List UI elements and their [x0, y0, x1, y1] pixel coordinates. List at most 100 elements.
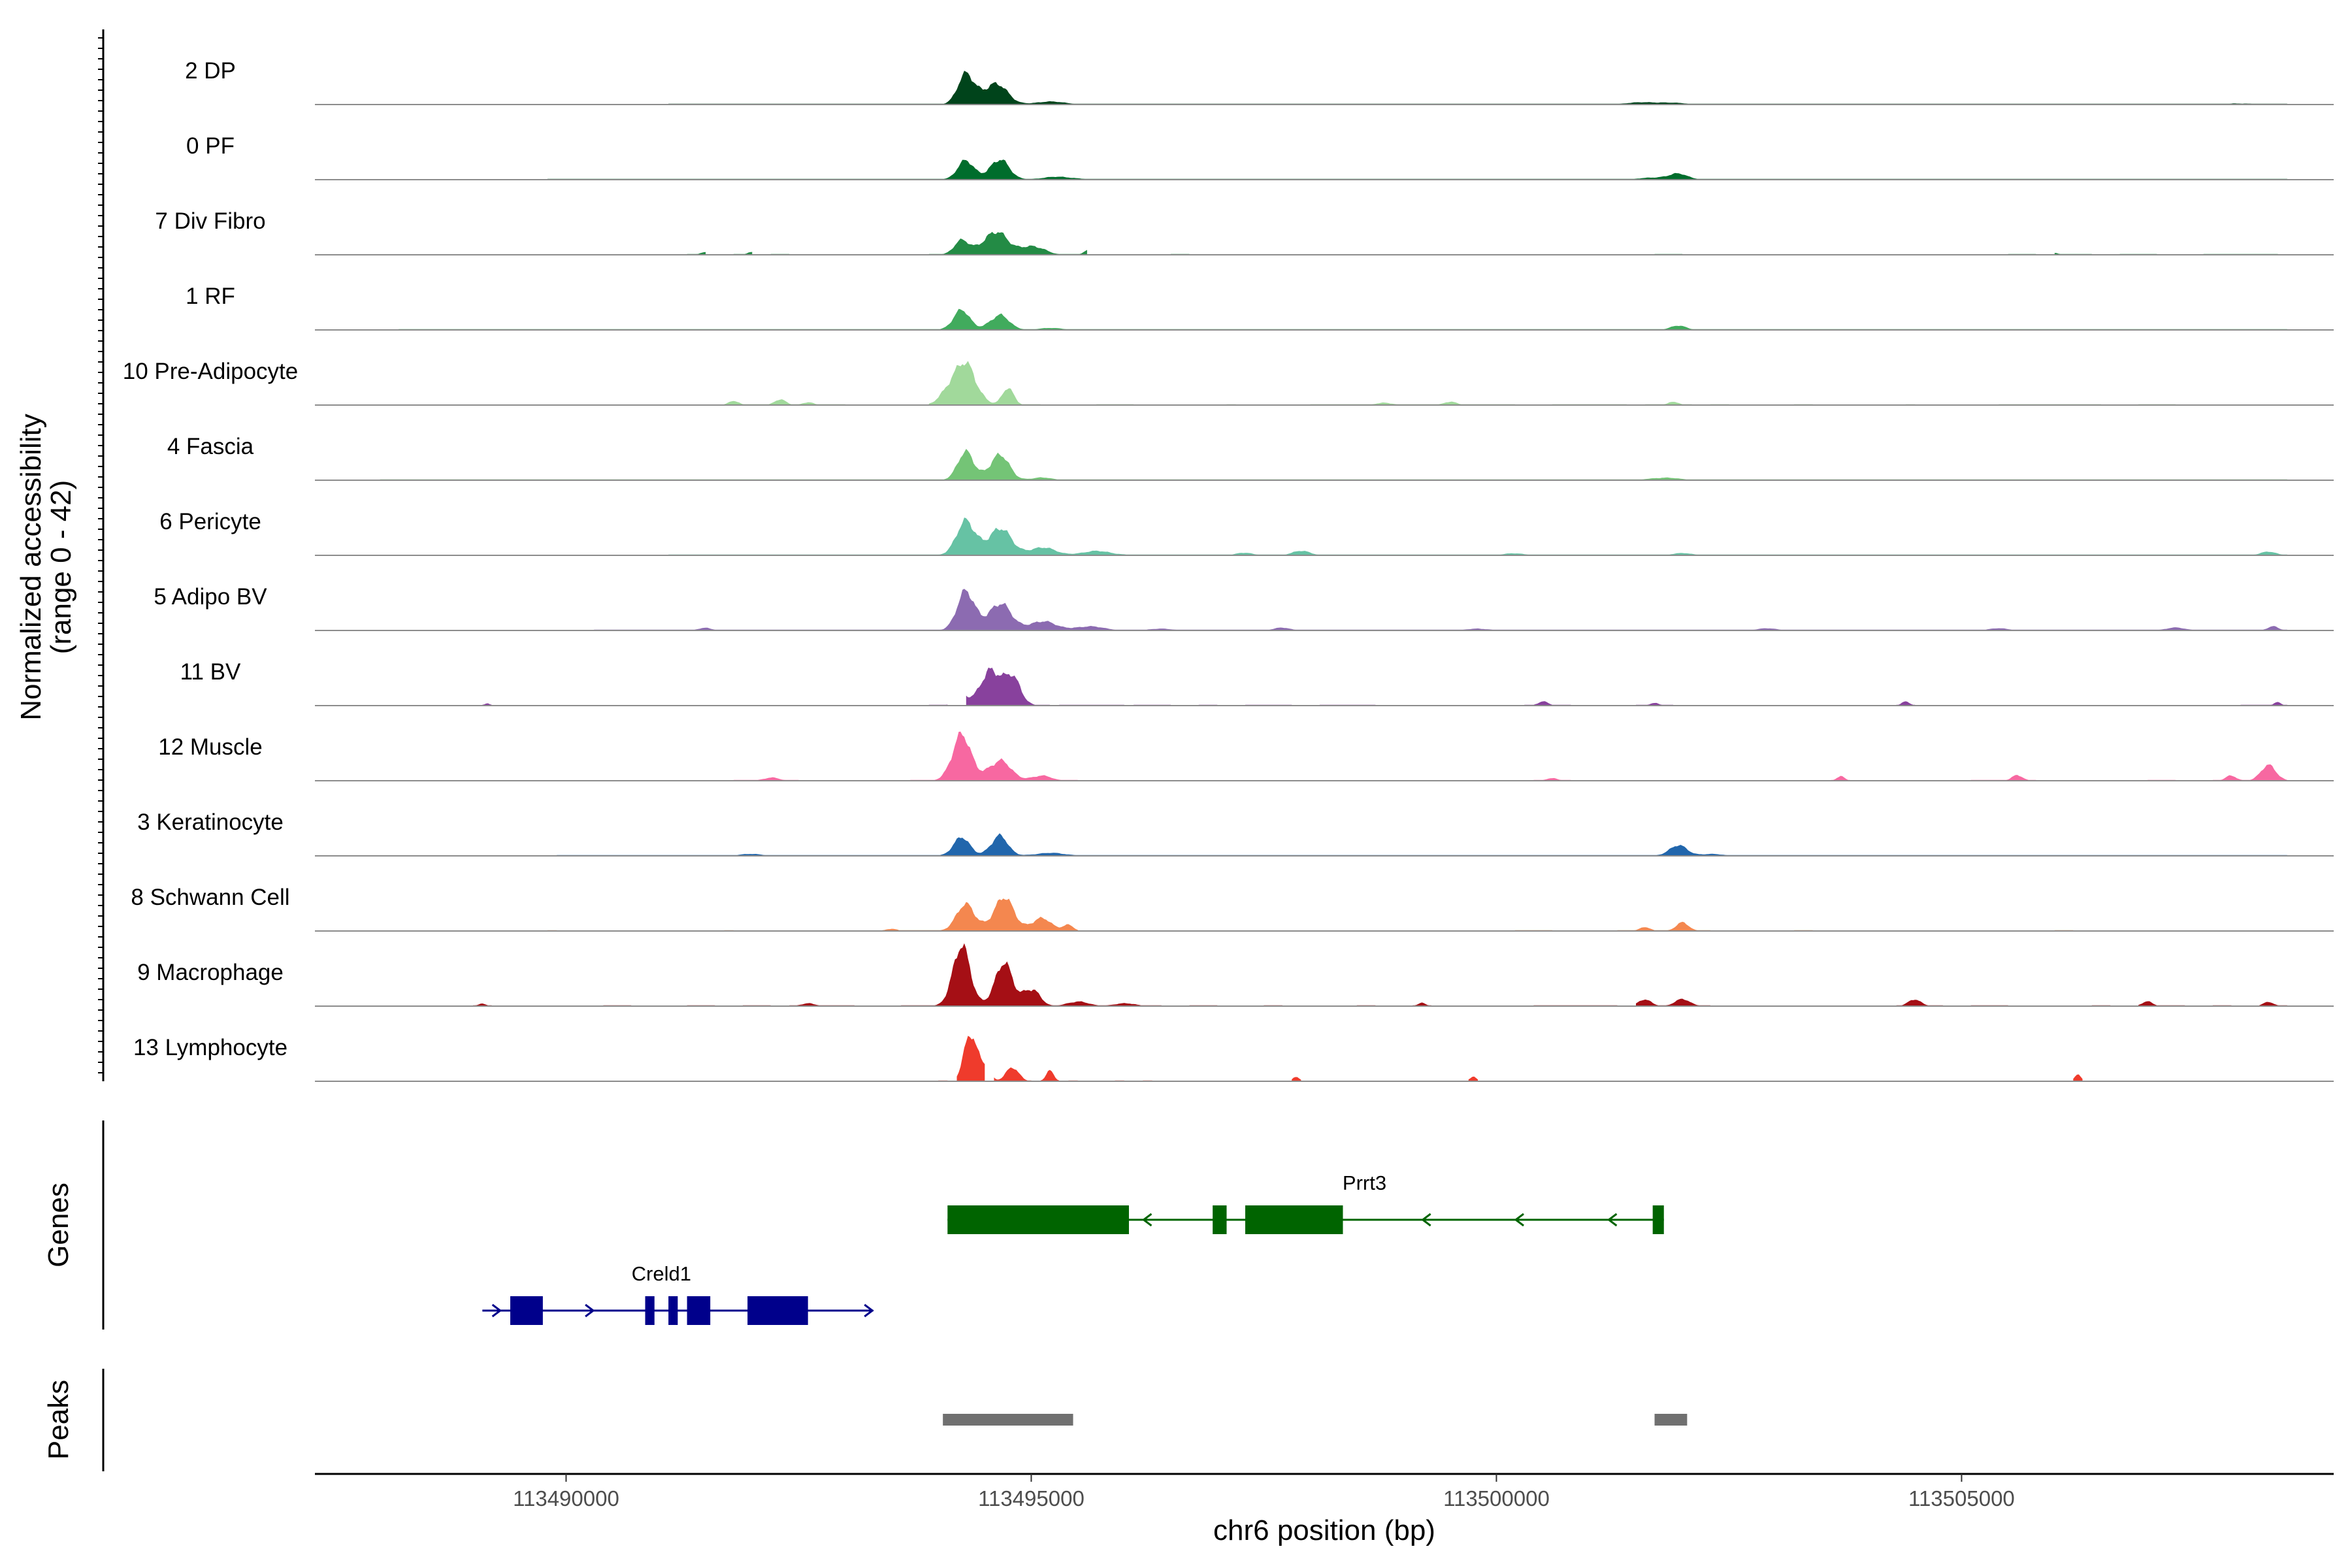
- coverage-area: [1896, 701, 1916, 706]
- coverage-area: [789, 1003, 855, 1006]
- gene-exon: [687, 1296, 711, 1325]
- coverage-area: [2138, 1001, 2185, 1006]
- strand-arrow-icon: [585, 1303, 595, 1318]
- peak-region: [1654, 1414, 1688, 1426]
- coverage-area: [1533, 777, 1571, 781]
- coverage-area: [1292, 1077, 1301, 1081]
- coverage-area: [724, 399, 845, 405]
- coverage-area: [733, 252, 753, 255]
- genes-panel-label: Genes: [42, 1183, 74, 1267]
- peak-track: [943, 1414, 1688, 1426]
- track-label: 2 DP: [185, 58, 236, 84]
- coverage-area: [1040, 1070, 1060, 1081]
- coverage-area: [1413, 1002, 1431, 1006]
- track-label: 9 Macrophage: [137, 960, 284, 985]
- coverage-area: [668, 71, 2287, 105]
- gene-exon: [747, 1296, 808, 1325]
- track-1-rf: 1 RF: [186, 284, 2334, 331]
- coverage-tracks: 2 DP 0 PF 7 Div Fibro 1 RF 10 Pre-Adipocyte 4…: [123, 58, 2334, 1082]
- peak-region: [943, 1414, 1073, 1426]
- track-3-keratinocyte: 3 Keratinocyte: [137, 809, 2334, 857]
- strand-arrow-icon: [1421, 1213, 1431, 1227]
- coverage-area: [966, 667, 1050, 706]
- coverage-area: [1831, 776, 1850, 781]
- gene-label: Prrt3: [1343, 1171, 1386, 1194]
- y-axis-range: (range 0 - 42): [45, 480, 77, 655]
- track-9-macrophage: 9 Macrophage: [137, 943, 2334, 1007]
- strand-arrow-icon: [1141, 1213, 1152, 1227]
- coverage-area: [2259, 1002, 2287, 1006]
- gene-exon: [668, 1296, 678, 1325]
- track-10-pre-adipocyte: 10 Pre-Adipocyte: [123, 359, 2334, 406]
- gene-annotation-track: Prrt3 Creld1: [482, 1171, 1664, 1325]
- track-label: 11 BV: [180, 659, 241, 685]
- coverage-area: [910, 731, 1078, 781]
- coverage-area: [985, 898, 1078, 931]
- coverage-area: [2240, 702, 2287, 706]
- peaks-panel-label: Peaks: [42, 1380, 74, 1460]
- gene-prrt3: Prrt3: [947, 1171, 1664, 1234]
- coverage-area: [1524, 701, 1571, 706]
- track-label: 8 Schwann Cell: [131, 885, 289, 910]
- coverage-area: [2212, 764, 2287, 781]
- gene-label: Creld1: [632, 1262, 691, 1285]
- gene-exon: [947, 1205, 1129, 1234]
- x-tick-label: 113500000: [1443, 1486, 1550, 1511]
- x-tick-label: 113495000: [978, 1486, 1085, 1511]
- coverage-area: [1636, 998, 1710, 1006]
- x-axis-title: chr6 position (bp): [1213, 1514, 1435, 1546]
- track-label: 10 Pre-Adipocyte: [123, 359, 298, 384]
- coverage-area: [1468, 1076, 1478, 1081]
- track-12-muscle: 12 Muscle: [158, 731, 2334, 781]
- track-label: 3 Keratinocyte: [137, 809, 284, 835]
- track-label: 5 Adipo BV: [154, 584, 267, 610]
- track-label: 12 Muscle: [158, 734, 263, 760]
- track-label: 7 Div Fibro: [155, 208, 265, 234]
- coverage-area: [380, 449, 2287, 480]
- coverage-area: [557, 833, 2287, 856]
- track-4-fascia: 4 Fascia: [167, 434, 2334, 481]
- track-label: 13 Lymphocyte: [133, 1035, 287, 1060]
- coverage-area: [473, 1003, 492, 1006]
- track-6-pericyte: 6 Pericyte: [159, 509, 2334, 556]
- coverage-area: [687, 252, 706, 255]
- coverage-area: [547, 159, 2287, 180]
- strand-arrow-icon: [864, 1303, 874, 1318]
- coverage-area: [1970, 775, 2036, 781]
- x-axis-ticks: 113490000 113495000 113500000 113505000: [513, 1474, 2015, 1511]
- track-8-schwann-cell: 8 Schwann Cell: [131, 885, 2334, 932]
- track-2-dp: 2 DP: [185, 58, 2334, 105]
- coverage-area: [594, 589, 2287, 630]
- coverage-area: [901, 943, 1162, 1006]
- track-label: 6 Pericyte: [159, 509, 261, 534]
- coverage-area: [994, 1067, 1032, 1081]
- coverage-y-axis-ticks: [98, 37, 103, 1073]
- coverage-area: [1896, 1000, 1943, 1006]
- track-0-pf: 0 PF: [186, 133, 2334, 180]
- gene-exon: [510, 1296, 543, 1325]
- track-5-adipo-bv: 5 Adipo BV: [154, 584, 2334, 631]
- coverage-area: [2073, 1074, 2083, 1081]
- strand-arrow-icon: [1607, 1213, 1618, 1227]
- x-tick-label: 113505000: [1908, 1486, 2015, 1511]
- strand-arrow-icon: [1514, 1213, 1524, 1227]
- coverage-area: [928, 361, 1041, 405]
- coverage-area: [399, 308, 2287, 330]
- coverage-area: [1636, 702, 1673, 706]
- coverage-area: [1645, 402, 1692, 405]
- gene-exon: [645, 1296, 655, 1325]
- track-label: 0 PF: [186, 133, 235, 159]
- gene-exon: [1213, 1205, 1227, 1234]
- track-13-lymphocyte: 13 Lymphocyte: [133, 1035, 2334, 1082]
- track-11-bv: 11 BV: [180, 659, 2334, 706]
- gene-exon: [1245, 1205, 1343, 1234]
- track-7-div-fibro: 7 Div Fibro: [155, 208, 2334, 255]
- coverage-area: [956, 1036, 985, 1081]
- gene-exon: [1652, 1205, 1664, 1234]
- strand-arrow-icon: [491, 1303, 502, 1318]
- track-label: 1 RF: [186, 284, 235, 309]
- y-axis-title: Normalized accessibility: [15, 414, 47, 720]
- x-tick-label: 113490000: [513, 1486, 619, 1511]
- coverage-area: [928, 231, 1087, 255]
